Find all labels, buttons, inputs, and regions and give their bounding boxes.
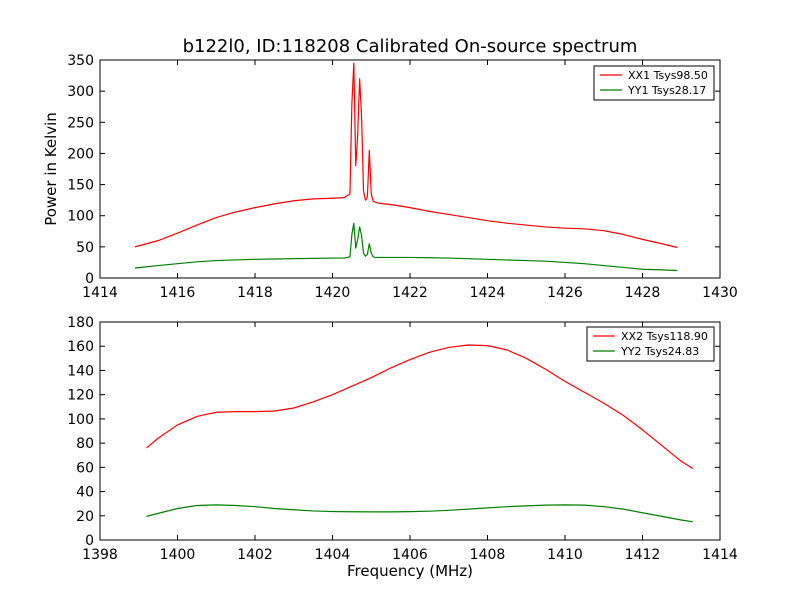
top-x-tick-label: 1422 <box>392 285 428 301</box>
bottom-y-tick-label: 160 <box>67 339 94 355</box>
bottom-series-1-line <box>146 344 694 470</box>
bottom-y-tick-label: 80 <box>76 436 94 452</box>
top-y-tick-label: 350 <box>67 53 94 69</box>
top-x-tick-label: 1424 <box>470 285 506 301</box>
top-legend-label-1: XX1 Tsys98.50 <box>628 69 708 82</box>
bottom-x-tick-label: 1412 <box>625 547 661 563</box>
top-plot: 1414 1416 1418 1420 1422 1424 1426 1428 1430 0 50 1… <box>42 53 738 301</box>
bottom-x-tick-label: 1410 <box>547 547 583 563</box>
bottom-x-tick-label: 1414 <box>702 547 738 563</box>
top-y-tick-label: 100 <box>67 209 94 225</box>
bottom-x-axis-label: Frequency (MHz) <box>347 562 473 580</box>
bottom-y-tick-label: 40 <box>76 485 94 501</box>
top-x-tick-label: 1428 <box>625 285 661 301</box>
top-y-tick-label: 0 <box>85 271 94 287</box>
top-series-2-line <box>134 222 678 272</box>
top-x-tick-label: 1430 <box>702 285 738 301</box>
top-x-tick-label: 1414 <box>82 285 118 301</box>
bottom-x-tick-label: 1404 <box>315 547 351 563</box>
bottom-y-tick-label: 140 <box>67 363 94 379</box>
chart-title: b122l0, ID:118208 Calibrated On-source s… <box>183 36 638 57</box>
bottom-x-tick-label: 1408 <box>470 547 506 563</box>
bottom-series-2-line <box>146 504 693 523</box>
bottom-y-tick-label: 20 <box>76 509 94 525</box>
top-series-1-line <box>134 62 678 249</box>
bottom-x-tick-label: 1398 <box>82 547 118 563</box>
bottom-y-tick-label: 0 <box>85 533 94 549</box>
top-y-tick-label: 50 <box>76 240 94 256</box>
top-y-tick-label: 250 <box>67 115 94 131</box>
bottom-y-tick-label: 180 <box>67 315 94 331</box>
bottom-plot: 1398 1400 1402 1404 1406 1408 1410 1412 1414 0 20 4… <box>67 315 738 580</box>
top-legend-label-2: YY1 Tsys28.17 <box>627 84 706 97</box>
bottom-y-tick-label: 60 <box>76 460 94 476</box>
bottom-x-tick-label: 1402 <box>237 547 273 563</box>
bottom-legend-box <box>586 326 715 362</box>
bottom-x-tick-label: 1406 <box>392 547 428 563</box>
top-x-tick-label: 1418 <box>237 285 273 301</box>
bottom-y-tick-label: 120 <box>67 388 94 404</box>
top-y-tick-label: 300 <box>67 84 94 100</box>
bottom-x-tick-label: 1400 <box>160 547 196 563</box>
top-x-tick-label: 1420 <box>315 285 351 301</box>
top-x-tick-label: 1416 <box>160 285 196 301</box>
top-legend-box <box>593 65 715 101</box>
bottom-legend-label-2: YY2 Tsys24.83 <box>620 345 699 358</box>
top-x-tick-label: 1426 <box>547 285 583 301</box>
bottom-y-tick-label: 100 <box>67 412 94 428</box>
top-y-axis-label: Power in Kelvin <box>42 112 60 226</box>
top-y-tick-label: 150 <box>67 178 94 194</box>
top-y-tick-label: 200 <box>67 146 94 162</box>
bottom-legend-label-1: XX2 Tsys118.90 <box>621 330 708 343</box>
